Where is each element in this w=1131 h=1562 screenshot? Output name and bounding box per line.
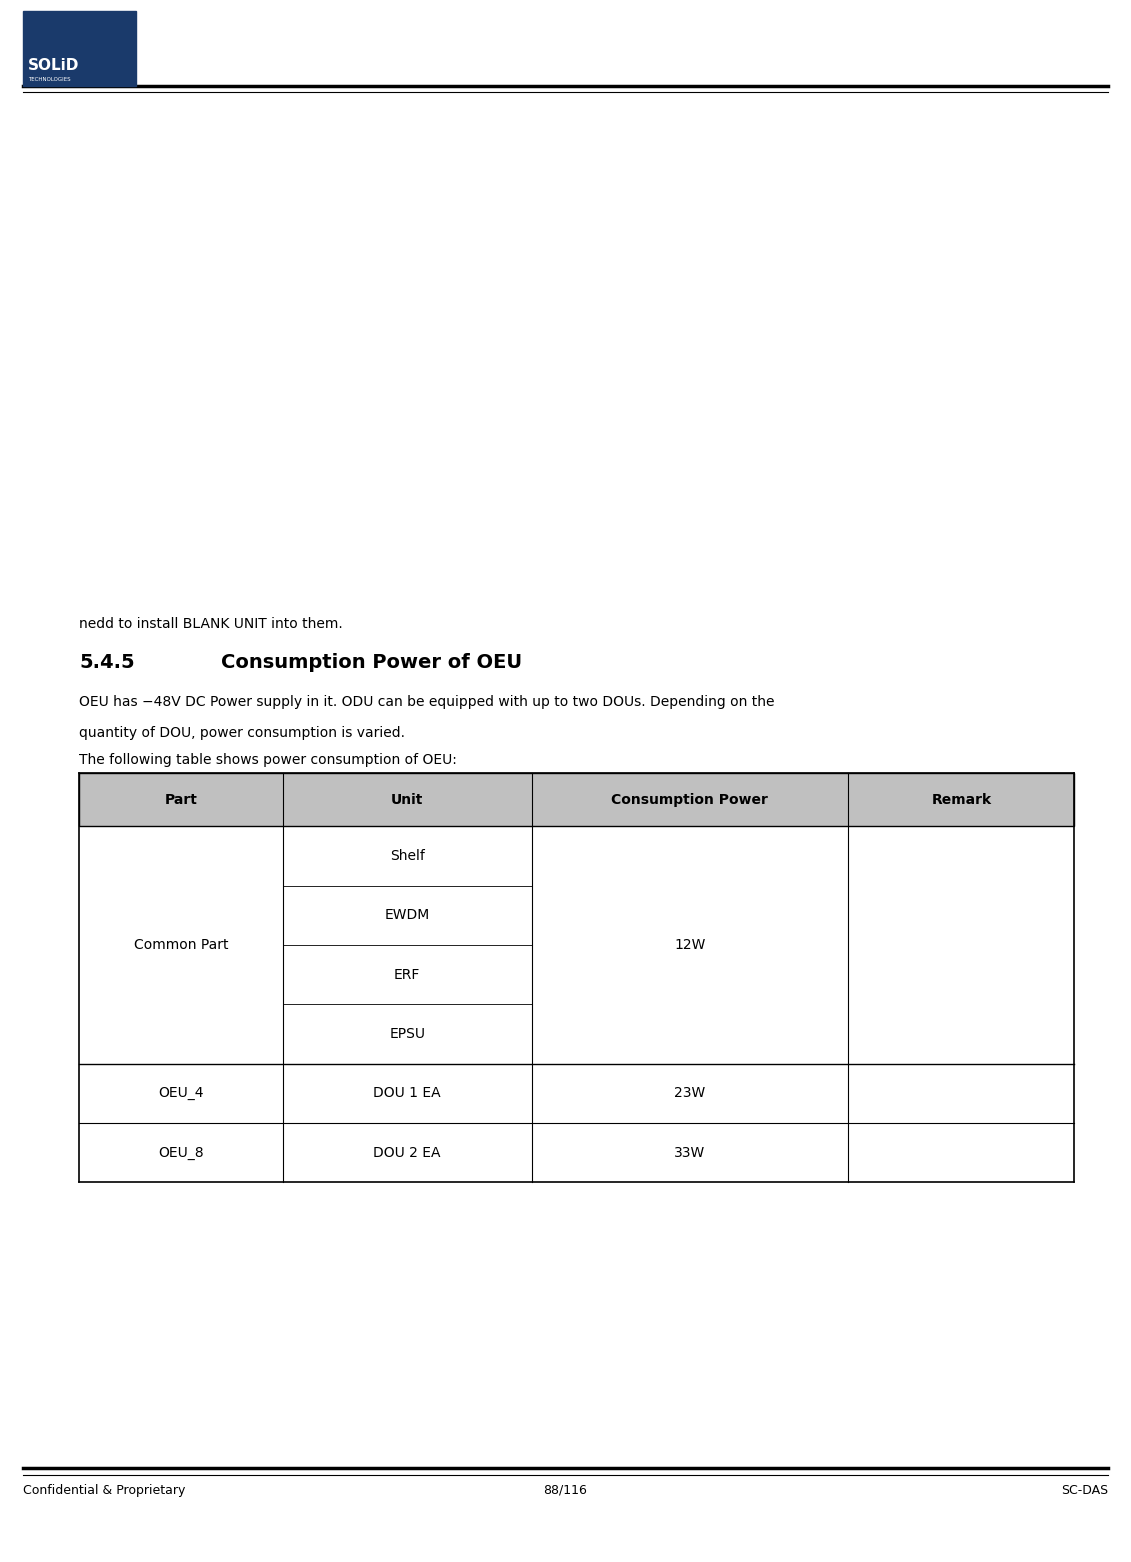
Text: Shelf: Shelf xyxy=(390,850,424,862)
Text: Consumption Power of OEU: Consumption Power of OEU xyxy=(221,653,521,672)
Text: ERF: ERF xyxy=(394,968,421,981)
Text: 33W: 33W xyxy=(674,1147,706,1159)
Text: OEU has −48V DC Power supply in it. ODU can be equipped with up to two DOUs. Dep: OEU has −48V DC Power supply in it. ODU … xyxy=(79,695,775,709)
Text: Part: Part xyxy=(164,793,198,806)
Text: quantity of DOU, power consumption is varied.: quantity of DOU, power consumption is va… xyxy=(79,726,405,740)
Text: EWDM: EWDM xyxy=(385,909,430,922)
Text: Remark: Remark xyxy=(931,793,992,806)
Text: 23W: 23W xyxy=(674,1087,706,1100)
Bar xyxy=(79,773,1074,826)
Text: SC-DAS: SC-DAS xyxy=(1061,1484,1108,1496)
Text: Common Part: Common Part xyxy=(133,939,228,951)
Text: nedd to install BLANK UNIT into them.: nedd to install BLANK UNIT into them. xyxy=(79,617,343,631)
Text: Confidential & Proprietary: Confidential & Proprietary xyxy=(23,1484,185,1496)
Text: 12W: 12W xyxy=(674,939,706,951)
Text: Consumption Power: Consumption Power xyxy=(612,793,768,806)
Text: Unit: Unit xyxy=(391,793,423,806)
Text: OEU_4: OEU_4 xyxy=(158,1087,204,1100)
Text: TECHNOLOGIES: TECHNOLOGIES xyxy=(28,77,71,83)
Text: 5.4.5: 5.4.5 xyxy=(79,653,135,672)
Text: 88/116: 88/116 xyxy=(544,1484,587,1496)
Text: OEU_8: OEU_8 xyxy=(158,1147,204,1159)
Bar xyxy=(23,11,136,86)
Text: DOU 1 EA: DOU 1 EA xyxy=(373,1087,441,1100)
Text: The following table shows power consumption of OEU:: The following table shows power consumpt… xyxy=(79,753,457,767)
Text: SOLiD: SOLiD xyxy=(28,58,79,73)
Text: EPSU: EPSU xyxy=(389,1028,425,1040)
Text: DOU 2 EA: DOU 2 EA xyxy=(373,1147,441,1159)
